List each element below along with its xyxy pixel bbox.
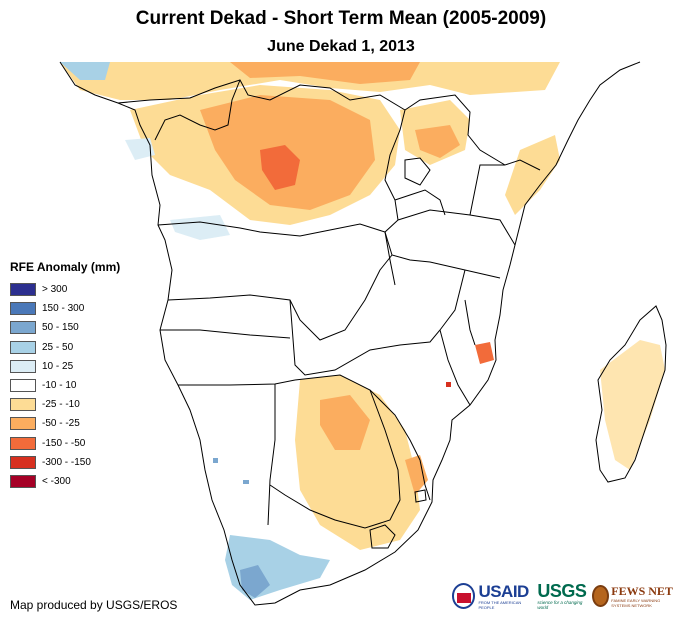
anomaly-patch [405,455,428,495]
country-border [157,219,399,237]
legend-item: 25 - 50 [10,338,120,357]
country-border [384,109,406,221]
legend-swatch [10,340,36,354]
fews-seal-icon [592,585,610,607]
lake-victoria [404,157,431,186]
country-border [397,209,516,246]
legend-item: 150 - 300 [10,299,120,318]
legend-label: -10 - 10 [42,380,77,392]
fews-wordmark: FEWS NET [611,583,673,598]
country-border [154,79,241,141]
map-title: Current Dekad - Short Term Mean (2005-20… [135,8,547,29]
usaid-tagline: FROM THE AMERICAN PEOPLE [478,599,522,610]
anomaly-patch [295,375,420,550]
country-border [404,94,541,171]
anomaly-patch [225,535,330,600]
usaid-logo: USAID FROM THE AMERICAN PEOPLE [452,583,531,610]
usgs-logo: USGS science for a changing world [537,581,587,610]
usaid-seal-icon [452,583,476,609]
legend-swatch [10,417,36,431]
fews-net-logo: FEWS NET FAMINE EARLY WARNING SYSTEMS NE… [592,583,676,608]
anomaly-patch [60,62,110,80]
country-border [269,389,401,529]
legend-label: -25 - -10 [42,399,80,411]
country-border [167,254,393,341]
legend-item: -50 - -25 [10,414,120,433]
madagascar-outline [595,305,667,483]
boundary-layer [59,61,667,606]
country-border [469,164,505,216]
anomaly-patch [230,62,420,84]
usgs-wordmark: USGS [537,581,587,601]
anomaly-patch [600,340,665,470]
legend-swatch [10,379,36,393]
country-border [267,384,276,526]
country-border [117,79,406,111]
anomaly-map [59,61,667,606]
legend-item: > 300 [10,280,120,299]
anomaly-patch [475,342,494,364]
legend-item: -10 - 10 [10,376,120,395]
legend-label: 10 - 25 [42,360,74,372]
map-credit: Map produced by USGS/EROS [10,598,178,612]
logo-bar: USAID FROM THE AMERICAN PEOPLE USGS scie… [452,582,682,610]
legend-label: -150 - -50 [42,437,86,449]
anomaly-patch [240,565,270,598]
legend-label: 50 - 150 [42,322,79,334]
legend-item: -25 - -10 [10,395,120,414]
country-border [294,374,421,461]
map-subtitle: June Dekad 1, 2013 [267,38,415,55]
lesotho-border [369,524,396,549]
country-border [419,459,431,501]
anomaly-patch [260,145,300,190]
usgs-tagline: science for a changing world [537,600,583,610]
legend-swatch [10,474,36,488]
legend-label: 150 - 300 [42,303,85,315]
legend-swatch [10,302,36,316]
anomaly-patch [170,215,230,240]
country-border [178,379,296,386]
legend-swatch [10,321,36,335]
legend-label: 25 - 50 [42,341,74,353]
legend-label: -50 - -25 [42,418,80,430]
anomaly-patch [505,135,560,215]
anomaly-patch [125,138,155,160]
legend-item: 50 - 150 [10,318,120,337]
legend-label: < -300 [42,475,71,487]
country-border [160,329,291,339]
anomaly-patch [415,125,460,158]
country-border [439,329,471,406]
anomaly-patch [213,458,218,463]
fews-tagline: FAMINE EARLY WARNING SYSTEMS NETWORK [611,597,661,608]
country-border [384,231,501,279]
anomaly-patch [446,382,451,387]
anomaly-patch [320,395,370,450]
legend-item: -150 - -50 [10,434,120,453]
legend-swatch [10,436,36,450]
coastline [59,61,641,606]
legend-item: -300 - -150 [10,453,120,472]
legend-swatch [10,398,36,412]
anomaly-layer [60,62,665,600]
country-border [289,269,466,376]
legend-swatch [10,455,36,469]
legend-swatch [10,359,36,373]
anomaly-patch [60,62,560,100]
lake-tanganyika [384,231,396,286]
anomaly-patch [243,480,249,484]
legend-swatch [10,283,36,297]
swaziland-border [414,489,427,503]
country-border [394,189,446,216]
legend: RFE Anomaly (mm) > 300 150 - 300 50 - 150 2… [10,260,120,491]
legend-item: < -300 [10,472,120,491]
legend-title: RFE Anomaly (mm) [10,260,121,274]
legend-label: > 300 [42,284,68,296]
legend-item: 10 - 25 [10,357,120,376]
lake-malawi [464,299,476,346]
usaid-wordmark: USAID [478,581,529,601]
legend-label: -300 - -150 [42,456,91,468]
legend-items: > 300 150 - 300 50 - 150 25 - 50 10 - 25 -10 … [10,280,120,491]
